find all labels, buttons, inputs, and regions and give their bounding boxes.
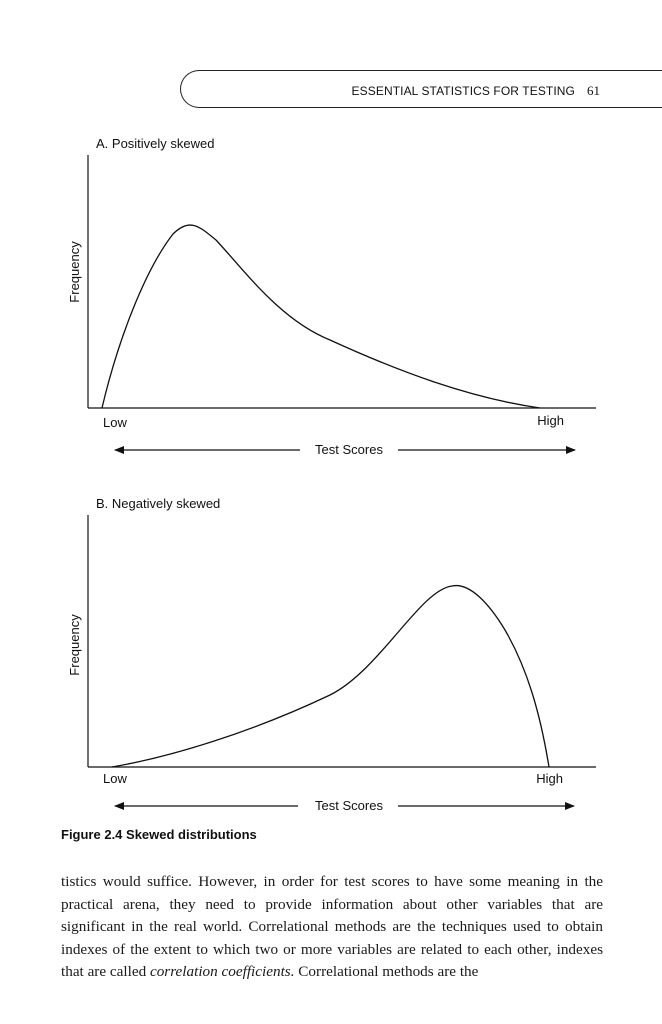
- body-text-2: Correlational methods are the: [294, 963, 479, 980]
- body-paragraph: tistics would suffice. However, in order…: [61, 871, 603, 984]
- panel-b-title: B. Negatively skewed: [96, 496, 220, 511]
- panel-a-x-label: Test Scores: [315, 442, 383, 457]
- panel-a-title: A. Positively skewed: [96, 136, 215, 151]
- panel-a-x-tick-high: High: [537, 413, 564, 428]
- body-text-1: tistics would suffice. However, in order…: [61, 873, 603, 980]
- panel-a-distribution-curve: [101, 224, 541, 409]
- panel-b-x-tick-high: High: [536, 771, 563, 786]
- running-header-frame: [180, 70, 662, 108]
- panel-a-y-label: Frequency: [67, 241, 82, 303]
- figure-caption: Figure 2.4 Skewed distributions: [61, 827, 257, 842]
- panel-b: B. Negatively skewed Frequency Low High …: [67, 496, 596, 813]
- panel-b-x-label: Test Scores: [315, 798, 383, 813]
- panel-b-distribution-curve: [111, 584, 550, 768]
- panel-b-x-tick-low: Low: [103, 771, 127, 786]
- correlation-coefficients-term: correlation coefficients.: [149, 963, 295, 980]
- running-header-title: ESSENTIAL STATISTICS FOR TESTING: [351, 84, 575, 98]
- panel-a-x-tick-low: Low: [103, 415, 127, 430]
- panel-b-y-label: Frequency: [67, 614, 82, 676]
- panel-a: A. Positively skewed Frequency Low High …: [67, 136, 596, 457]
- page-number: 61: [587, 83, 600, 98]
